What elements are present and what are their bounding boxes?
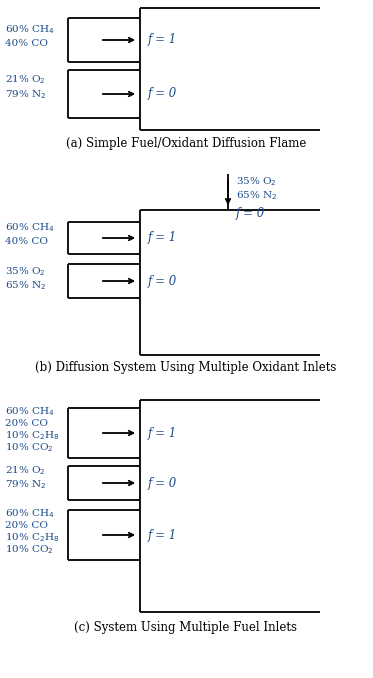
Text: 60% CH$_4$: 60% CH$_4$ bbox=[5, 508, 54, 521]
Text: 60% CH$_4$: 60% CH$_4$ bbox=[5, 222, 54, 235]
Text: 10% C$_2$H$_8$: 10% C$_2$H$_8$ bbox=[5, 532, 60, 544]
Text: (a) Simple Fuel/Oxidant Diffusion Flame: (a) Simple Fuel/Oxidant Diffusion Flame bbox=[66, 136, 306, 150]
Text: 21% O$_2$: 21% O$_2$ bbox=[5, 74, 46, 86]
Text: 20% CO: 20% CO bbox=[5, 521, 48, 530]
Text: 21% O$_2$: 21% O$_2$ bbox=[5, 464, 46, 477]
Text: f = 0: f = 0 bbox=[148, 477, 177, 490]
Text: 10% C$_2$H$_8$: 10% C$_2$H$_8$ bbox=[5, 430, 60, 443]
Text: 79% N$_2$: 79% N$_2$ bbox=[5, 89, 46, 102]
Text: 60% CH$_4$: 60% CH$_4$ bbox=[5, 405, 54, 418]
Text: f = 0: f = 0 bbox=[148, 87, 177, 100]
Text: f = 1: f = 1 bbox=[148, 231, 177, 245]
Text: (c) System Using Multiple Fuel Inlets: (c) System Using Multiple Fuel Inlets bbox=[75, 622, 298, 635]
Text: 40% CO: 40% CO bbox=[5, 237, 48, 247]
Text: (b) Diffusion System Using Multiple Oxidant Inlets: (b) Diffusion System Using Multiple Oxid… bbox=[35, 361, 337, 374]
Text: 35% O$_2$: 35% O$_2$ bbox=[236, 176, 277, 188]
Text: 60% CH$_4$: 60% CH$_4$ bbox=[5, 24, 54, 37]
Text: 35% O$_2$: 35% O$_2$ bbox=[5, 266, 46, 279]
Text: f = 1: f = 1 bbox=[148, 33, 177, 47]
Text: 40% CO: 40% CO bbox=[5, 39, 48, 49]
Text: 10% CO$_2$: 10% CO$_2$ bbox=[5, 544, 54, 557]
Text: f = 0: f = 0 bbox=[148, 275, 177, 287]
Text: 10% CO$_2$: 10% CO$_2$ bbox=[5, 441, 54, 454]
Text: 65% N$_2$: 65% N$_2$ bbox=[5, 279, 46, 292]
Text: 65% N$_2$: 65% N$_2$ bbox=[236, 190, 278, 203]
Text: 79% N$_2$: 79% N$_2$ bbox=[5, 479, 46, 492]
Text: f = 1: f = 1 bbox=[148, 426, 177, 439]
Text: f = 0: f = 0 bbox=[236, 207, 265, 220]
Text: 20% CO: 20% CO bbox=[5, 420, 48, 428]
Text: f = 1: f = 1 bbox=[148, 528, 177, 542]
